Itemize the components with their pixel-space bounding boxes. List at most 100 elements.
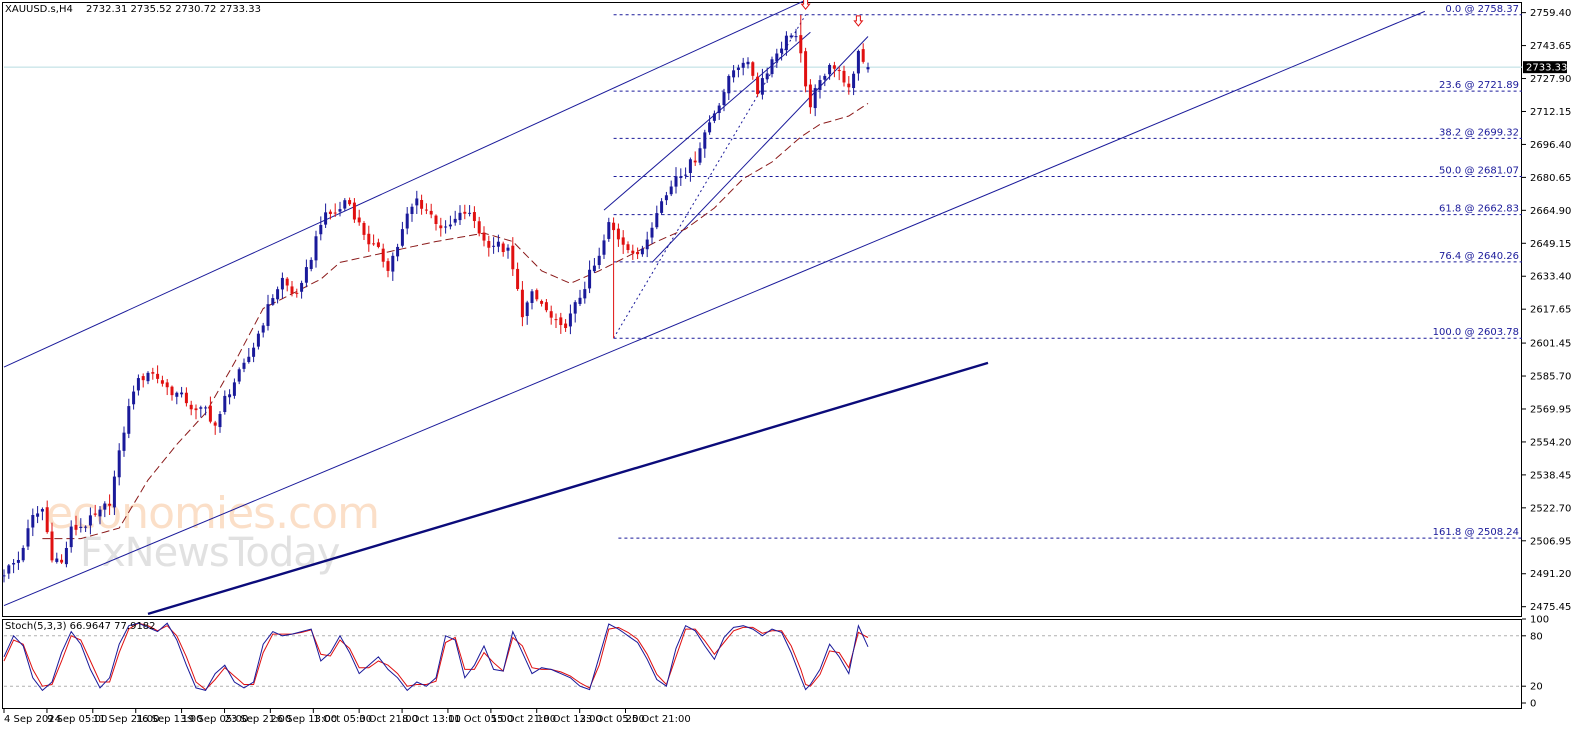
candle-body bbox=[420, 199, 424, 209]
fibonacci-retracement[interactable]: 0.0 @ 2758.37 23.6 @ 2721.89 38.2 @ 2699.3… bbox=[4, 4, 1522, 539]
candle-body bbox=[180, 392, 184, 395]
candle-body bbox=[544, 302, 548, 311]
candle-body bbox=[660, 201, 664, 213]
candle-body bbox=[458, 212, 462, 221]
long-trendline bbox=[147, 361, 989, 616]
candle-body bbox=[151, 372, 155, 374]
stoch-tick-label: 100 bbox=[1530, 615, 1549, 626]
candle-body bbox=[525, 302, 529, 316]
candle-body bbox=[2, 575, 6, 577]
candle-body bbox=[170, 386, 174, 396]
candle-body bbox=[717, 105, 721, 113]
candle-body bbox=[852, 73, 856, 89]
candle-body bbox=[290, 286, 294, 294]
candle-body bbox=[69, 526, 73, 548]
price-tick-label: 2554.20 bbox=[1530, 437, 1571, 448]
candle-body bbox=[746, 61, 750, 65]
candle-body bbox=[189, 404, 193, 410]
candle-body bbox=[559, 317, 563, 326]
candle-body bbox=[784, 35, 788, 51]
top-markers bbox=[800, 0, 864, 27]
candle-body bbox=[396, 246, 400, 257]
candle-body bbox=[26, 528, 30, 547]
candle-body bbox=[847, 83, 851, 88]
price-tick-label: 2664.90 bbox=[1530, 206, 1571, 217]
candle-body bbox=[708, 122, 712, 133]
candle-body bbox=[232, 382, 236, 396]
candle-body bbox=[554, 319, 558, 321]
ma-line bbox=[42, 102, 869, 540]
candle-body bbox=[74, 524, 78, 530]
candle-body bbox=[741, 62, 745, 68]
stoch-signal-line bbox=[3, 622, 869, 691]
candle-body bbox=[698, 148, 702, 163]
candle-body bbox=[573, 302, 577, 314]
fib-level-label-4: 61.8 @ 2662.83 bbox=[1439, 204, 1519, 215]
candle-body bbox=[261, 325, 265, 333]
stochastic-axis: 100 80 20 0 bbox=[1522, 615, 1549, 710]
steep-channel-upper bbox=[603, 31, 811, 211]
candle-body bbox=[530, 291, 534, 303]
candle-body bbox=[448, 224, 452, 227]
candle-body bbox=[103, 503, 107, 510]
candle-body bbox=[520, 289, 524, 318]
candle-body bbox=[55, 558, 59, 562]
price-tick-label: 2649.15 bbox=[1530, 239, 1571, 250]
candle-body bbox=[50, 531, 54, 561]
candle-body bbox=[304, 267, 308, 283]
fib-level-label-3: 50.0 @ 2681.07 bbox=[1439, 166, 1519, 177]
time-tick-label: 11 Oct 05:00 bbox=[448, 714, 513, 725]
candle-body bbox=[506, 247, 510, 251]
top-arrow-1 bbox=[800, 0, 811, 10]
time-tick-label: 11 Sep 21:00 bbox=[93, 714, 160, 725]
price-tick-label: 2522.70 bbox=[1530, 503, 1571, 514]
candle-body bbox=[679, 177, 683, 179]
candle-body bbox=[324, 212, 328, 225]
candle-body bbox=[16, 559, 20, 563]
candle-body bbox=[444, 226, 448, 228]
steep-channel-lower bbox=[651, 36, 869, 263]
price-tick-label: 2601.45 bbox=[1530, 339, 1571, 350]
candle-body bbox=[856, 50, 860, 74]
candle-body bbox=[127, 406, 131, 434]
candle-body bbox=[184, 392, 188, 404]
candle-body bbox=[684, 174, 688, 176]
candle-body bbox=[357, 217, 361, 223]
candle-body bbox=[386, 261, 390, 271]
candle-body bbox=[328, 211, 332, 214]
top-arrow-2 bbox=[853, 15, 864, 27]
candle-body bbox=[362, 222, 366, 235]
candle-body bbox=[818, 80, 822, 90]
candle-body bbox=[463, 211, 467, 214]
price-tick-label: 2680.65 bbox=[1530, 173, 1571, 184]
candle-body bbox=[213, 422, 217, 426]
price-tick-label: 2727.90 bbox=[1530, 74, 1571, 85]
time-tick-label: 15 Oct 21:00 bbox=[491, 714, 556, 725]
fib-level-label-5: 76.4 @ 2640.26 bbox=[1439, 251, 1519, 262]
price-tick-label: 2759.40 bbox=[1530, 8, 1571, 19]
candle-body bbox=[535, 290, 539, 300]
candle-body bbox=[756, 76, 760, 95]
fib-level-label-0: 0.0 @ 2758.37 bbox=[1445, 4, 1519, 15]
candle-body bbox=[655, 213, 659, 228]
time-tick-label: 8 Oct 13:00 bbox=[402, 714, 461, 725]
candle-body bbox=[165, 382, 169, 388]
ohlc-readout: 2732.31 2735.52 2730.72 2733.33 bbox=[86, 4, 261, 15]
candle-body bbox=[21, 547, 25, 561]
price-tick-label: 2696.40 bbox=[1530, 140, 1571, 151]
candle-body bbox=[434, 215, 438, 224]
candle-body bbox=[194, 408, 198, 411]
candle-body bbox=[645, 239, 649, 250]
stoch-main-line bbox=[3, 622, 869, 692]
candle-body bbox=[88, 515, 92, 526]
stoch-tick-label: 0 bbox=[1530, 699, 1536, 710]
candle-body bbox=[112, 476, 116, 508]
current-price-box bbox=[1523, 61, 1567, 74]
candle-body bbox=[688, 159, 692, 173]
candle-body bbox=[136, 378, 140, 391]
price-tick-label: 2538.45 bbox=[1530, 470, 1571, 481]
candle-body bbox=[309, 259, 313, 269]
price-tick-label: 2506.95 bbox=[1530, 536, 1571, 547]
candle-body bbox=[319, 224, 323, 235]
